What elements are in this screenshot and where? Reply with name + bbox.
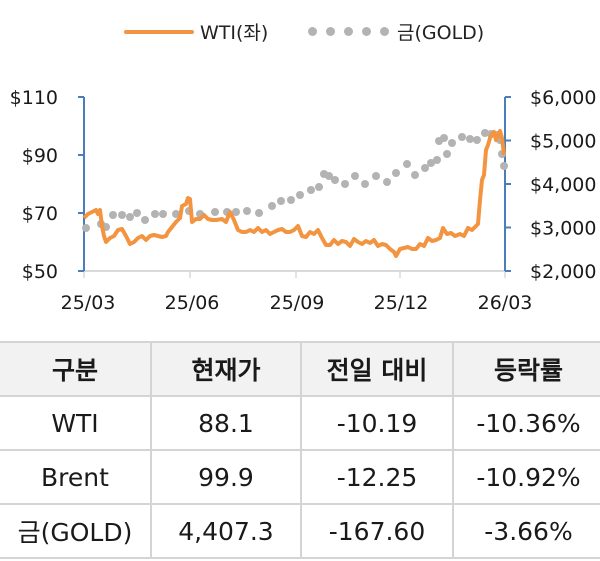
table-header-row: 구분 현재가 전일 대비 등락률 xyxy=(0,341,600,397)
y-right-tick-3000: $3,000 xyxy=(530,218,596,240)
row-label-wti: WTI xyxy=(0,395,152,451)
gold-series-dots xyxy=(82,129,508,232)
y-left-tick-70: $70 xyxy=(22,203,58,225)
y-right-tick-6000: $6,000 xyxy=(530,87,596,109)
table-row: Brent 99.9 -12.25 -10.92% xyxy=(0,449,600,505)
cell-change: -167.60 xyxy=(300,503,454,559)
price-table: 구분 현재가 전일 대비 등락률 WTI 88.1 -10.19 -10.36%… xyxy=(0,341,600,559)
chart-legend: WTI(좌) 금(GOLD) xyxy=(0,18,600,52)
cell-rate: -10.36% xyxy=(452,395,600,451)
header-daily-change: 전일 대비 xyxy=(300,341,454,397)
x-tick-2512: 25/12 xyxy=(374,292,429,314)
cell-rate: -3.66% xyxy=(452,503,600,559)
cell-price: 88.1 xyxy=(150,395,302,451)
y-right-tick-5000: $5,000 xyxy=(530,131,596,153)
x-tick-2503: 25/03 xyxy=(61,292,116,314)
y-left-tick-50: $50 xyxy=(22,261,58,283)
row-label-brent: Brent xyxy=(0,449,152,505)
legend-item-wti: WTI(좌) xyxy=(124,18,268,45)
y-left-tick-90: $90 xyxy=(22,145,58,167)
table-row: 금(GOLD) 4,407.3 -167.60 -3.66% xyxy=(0,503,600,559)
wti-series-line xyxy=(82,129,506,258)
x-tick-2506: 25/06 xyxy=(165,292,220,314)
y-right-tick-4000: $4,000 xyxy=(530,174,596,196)
legend-label-gold: 금(GOLD) xyxy=(397,22,485,44)
x-tick-2509: 25/09 xyxy=(270,292,325,314)
cell-rate: -10.92% xyxy=(452,449,600,505)
x-axis-ticks xyxy=(83,271,506,278)
row-label-gold: 금(GOLD) xyxy=(0,503,152,559)
header-change-rate: 등락률 xyxy=(452,341,600,397)
gold-dots-swatch-icon xyxy=(308,27,389,36)
header-current-price: 현재가 xyxy=(150,341,302,397)
left-y-axis xyxy=(78,96,85,272)
legend-item-gold: 금(GOLD) xyxy=(308,18,484,45)
right-y-axis xyxy=(504,96,511,272)
x-tick-2603: 26/03 xyxy=(478,292,533,314)
header-category: 구분 xyxy=(0,341,152,397)
cell-change: -10.19 xyxy=(300,395,454,451)
y-right-tick-2000: $2,000 xyxy=(530,261,596,283)
cell-price: 99.9 xyxy=(150,449,302,505)
table-row: WTI 88.1 -10.19 -10.36% xyxy=(0,395,600,451)
cell-change: -12.25 xyxy=(300,449,454,505)
y-left-tick-110: $110 xyxy=(10,87,58,109)
cell-price: 4,407.3 xyxy=(150,503,302,559)
wti-line-swatch-icon xyxy=(124,29,194,34)
price-chart: $110 $90 $70 $50 $6,000 $5,000 $4,000 $3… xyxy=(10,87,597,314)
legend-label-wti: WTI(좌) xyxy=(200,22,269,44)
